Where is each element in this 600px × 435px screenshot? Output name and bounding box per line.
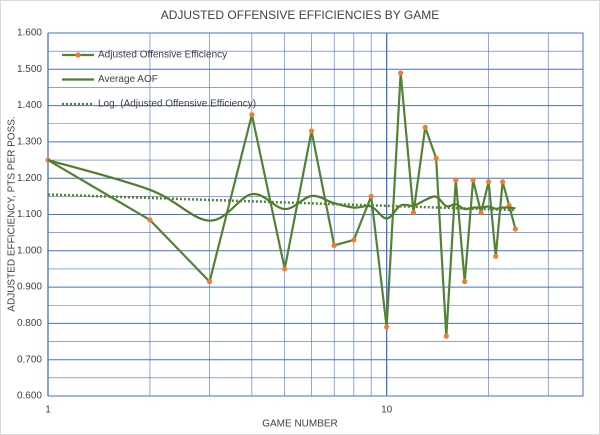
point xyxy=(308,128,315,134)
point xyxy=(462,279,468,285)
point xyxy=(398,70,404,76)
point xyxy=(368,193,374,199)
point xyxy=(282,266,288,272)
legend-label: Log. (Adjusted Offensive Efficiency) xyxy=(98,99,256,110)
y-tick-label: 1.300 xyxy=(17,137,42,148)
legend-label: Adjusted Offensive Efficiency xyxy=(98,50,227,61)
plot-border xyxy=(47,32,584,397)
point xyxy=(500,179,506,185)
y-tick-label: 0.900 xyxy=(17,282,42,293)
y-tick-label: 1.400 xyxy=(17,100,42,111)
point xyxy=(453,177,459,183)
point xyxy=(384,324,390,330)
x-axis-label: GAME NUMBER xyxy=(262,419,338,430)
y-axis-label: ADJUSTED EFFICIENCY, PTS PER POSS. xyxy=(7,116,18,311)
legend-marker xyxy=(75,52,81,58)
series-line xyxy=(47,72,517,337)
point xyxy=(493,253,499,259)
point xyxy=(249,112,255,118)
y-tick-label: 1.600 xyxy=(17,28,42,39)
point xyxy=(443,333,449,339)
y-tick-label: 1.500 xyxy=(17,64,42,75)
point xyxy=(351,237,357,243)
y-tick-label: 1.000 xyxy=(17,245,42,256)
point xyxy=(331,242,337,248)
x-tick-label: 1 xyxy=(45,405,51,416)
point xyxy=(410,210,417,216)
y-tick-label: 0.800 xyxy=(17,318,42,329)
y-tick-label: 1.200 xyxy=(17,173,42,184)
point xyxy=(422,124,428,130)
x-tick-label: 10 xyxy=(381,405,393,416)
point xyxy=(147,217,153,223)
point xyxy=(470,177,476,183)
y-tick-label: 0.600 xyxy=(17,391,42,402)
point xyxy=(206,279,213,285)
point xyxy=(478,210,484,216)
legend-label: Average AOF xyxy=(98,74,158,85)
chart-title: ADJUSTED OFFENSIVE EFFICIENCIES BY GAME xyxy=(161,8,440,22)
point xyxy=(512,226,519,232)
point xyxy=(433,155,439,161)
y-tick-label: 1.100 xyxy=(17,209,42,220)
series-line xyxy=(47,193,516,212)
point xyxy=(485,179,492,185)
y-tick-label: 0.700 xyxy=(17,354,42,365)
